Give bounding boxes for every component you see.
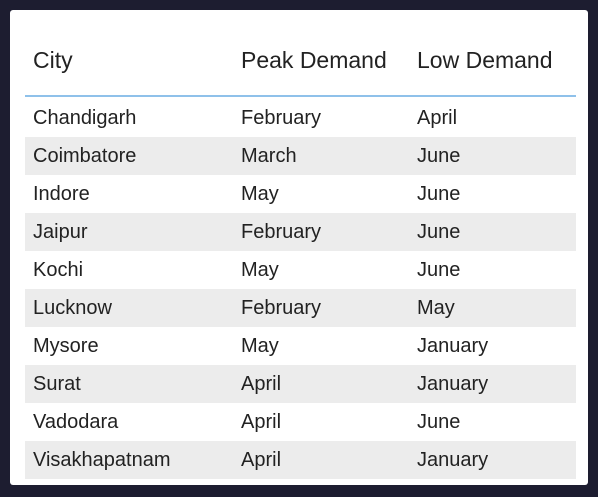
table-body: Chandigarh February April Coimbatore March Ju…	[25, 99, 576, 479]
cell-peak-demand: May	[241, 182, 279, 205]
cell-low-demand: January	[417, 334, 489, 357]
cell-low-demand: April	[417, 106, 458, 129]
cell-low-demand: June	[417, 182, 461, 205]
cell-peak-demand: April	[241, 372, 282, 395]
table-row[interactable]: Indore May June	[25, 175, 576, 213]
cell-peak-demand: February	[241, 296, 322, 319]
column-header-peak-demand[interactable]: Peak Demand	[241, 46, 387, 73]
cell-peak-demand: February	[241, 106, 322, 129]
cell-city: Jaipur	[33, 220, 88, 243]
column-header-low-demand[interactable]: Low Demand	[417, 46, 553, 73]
cell-city: Chandigarh	[33, 106, 137, 129]
cell-city: Visakhapatnam	[33, 448, 171, 471]
table-visual: City Peak Demand Low Demand Chandigarh Fe…	[10, 10, 588, 485]
table-row[interactable]: Visakhapatnam April January	[25, 441, 576, 479]
table-row[interactable]: Vadodara April June	[25, 403, 576, 441]
cell-low-demand: May	[417, 296, 455, 319]
table-row[interactable]: Chandigarh February April	[25, 99, 576, 137]
table-row[interactable]: Jaipur February June	[25, 213, 576, 251]
column-header-city[interactable]: City	[33, 46, 73, 73]
cell-peak-demand: March	[241, 144, 297, 167]
table-row[interactable]: Kochi May June	[25, 251, 576, 289]
cell-peak-demand: April	[241, 410, 282, 433]
cell-low-demand: June	[417, 410, 461, 433]
cell-low-demand: June	[417, 144, 461, 167]
table-header: City Peak Demand Low Demand	[25, 25, 576, 97]
cell-peak-demand: April	[241, 448, 282, 471]
cell-peak-demand: May	[241, 334, 279, 357]
cell-city: Lucknow	[33, 296, 112, 319]
cell-low-demand: June	[417, 258, 461, 281]
table-row[interactable]: Mysore May January	[25, 327, 576, 365]
cell-city: Surat	[33, 372, 81, 395]
cell-city: Kochi	[33, 258, 84, 281]
table-row[interactable]: Lucknow February May	[25, 289, 576, 327]
demand-table: City Peak Demand Low Demand Chandigarh Fe…	[25, 25, 576, 479]
cell-city: Mysore	[33, 334, 99, 357]
table-row[interactable]: Surat April January	[25, 365, 576, 403]
cell-peak-demand: May	[241, 258, 279, 281]
cell-city: Indore	[33, 182, 90, 205]
cell-low-demand: January	[417, 372, 489, 395]
table-row[interactable]: Coimbatore March June	[25, 137, 576, 175]
cell-city: Coimbatore	[33, 144, 137, 167]
cell-low-demand: June	[417, 220, 461, 243]
cell-city: Vadodara	[33, 410, 119, 433]
cell-peak-demand: February	[241, 220, 322, 243]
cell-low-demand: January	[417, 448, 489, 471]
